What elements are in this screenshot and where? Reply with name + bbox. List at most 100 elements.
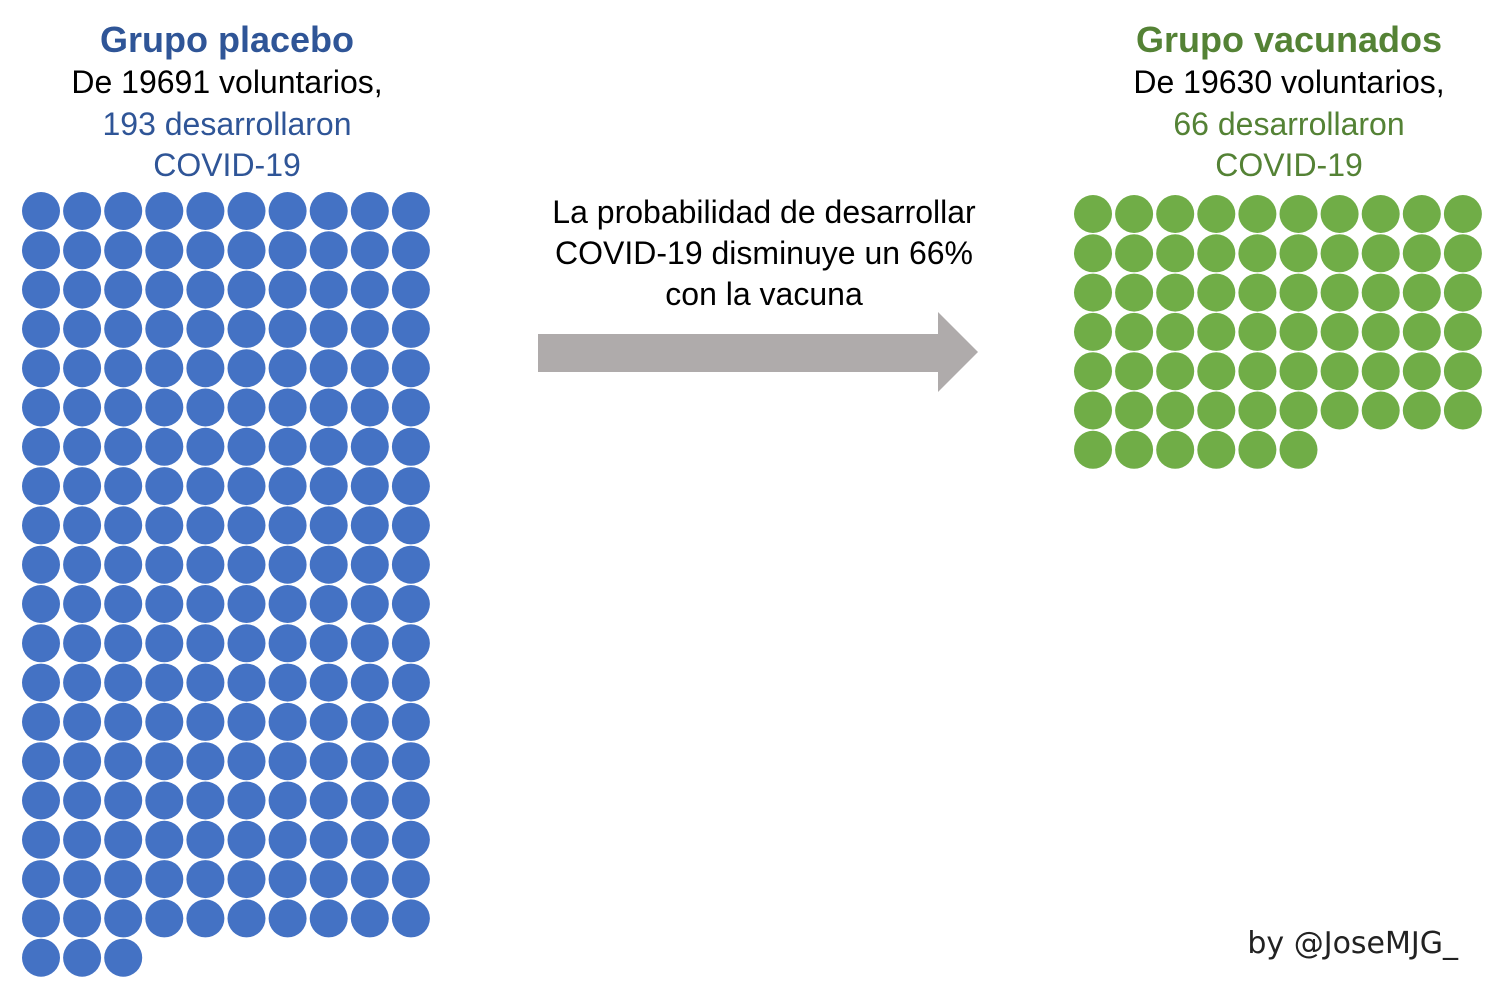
waffle-dot — [22, 231, 60, 270]
vaccinated-group-title: Grupo vacunados — [1135, 19, 1443, 60]
waffle-dot — [391, 192, 430, 230]
waffle-dot — [63, 624, 102, 663]
waffle-dot — [227, 585, 266, 623]
efficacy-message-line: La probabilidad de desarrollar — [552, 194, 976, 230]
waffle-dot — [63, 820, 102, 859]
waffle-dot — [391, 467, 430, 506]
waffle-dot — [104, 349, 143, 388]
placebo-waffle-chart — [22, 192, 430, 977]
waffle-dot — [63, 427, 102, 466]
waffle-dot — [1238, 312, 1277, 351]
waffle-dot — [227, 742, 266, 781]
waffle-dot — [63, 781, 102, 820]
waffle-dot — [309, 309, 348, 348]
waffle-dot — [22, 388, 60, 427]
waffle-dot — [1402, 312, 1441, 351]
waffle-dot — [1197, 234, 1236, 273]
waffle-dot — [227, 663, 266, 702]
waffle-dot — [22, 467, 60, 506]
waffle-dot — [22, 192, 60, 230]
waffle-dot — [1197, 273, 1236, 312]
waffle-dot — [22, 781, 60, 820]
waffle-dot — [1156, 352, 1195, 391]
waffle-dot — [63, 349, 102, 388]
waffle-dot — [22, 309, 60, 348]
waffle-dot — [1238, 352, 1277, 391]
waffle-dot — [186, 231, 225, 270]
waffle-dot — [227, 270, 266, 309]
waffle-dot — [1238, 391, 1277, 430]
waffle-dot — [104, 702, 143, 741]
waffle-dot — [1443, 352, 1482, 391]
waffle-dot — [391, 545, 430, 584]
waffle-dot — [391, 663, 430, 702]
waffle-dot — [1074, 312, 1112, 351]
waffle-dot — [227, 860, 266, 899]
waffle-dot — [268, 860, 307, 899]
waffle-dot — [63, 192, 102, 230]
waffle-dot — [350, 506, 389, 545]
waffle-dot — [1156, 430, 1195, 469]
waffle-dot — [63, 742, 102, 781]
waffle-dot — [104, 192, 143, 230]
waffle-dot — [145, 467, 184, 506]
waffle-dot — [1279, 430, 1318, 469]
waffle-dot — [350, 742, 389, 781]
waffle-dot — [1443, 273, 1482, 312]
placebo-disease-text: COVID-19 — [153, 147, 301, 183]
waffle-dot — [186, 427, 225, 466]
waffle-dot — [309, 781, 348, 820]
vaccinated-waffle-chart — [1074, 195, 1482, 469]
waffle-dot — [1115, 430, 1154, 469]
waffle-dot — [22, 899, 60, 938]
waffle-dot — [309, 663, 348, 702]
waffle-dot — [22, 820, 60, 859]
waffle-dot — [186, 860, 225, 899]
waffle-dot — [1074, 273, 1112, 312]
waffle-dot — [227, 349, 266, 388]
waffle-dot — [1238, 273, 1277, 312]
waffle-dot — [104, 820, 143, 859]
waffle-dot — [268, 624, 307, 663]
waffle-dot — [350, 309, 389, 348]
waffle-dot — [63, 860, 102, 899]
waffle-dot — [145, 820, 184, 859]
waffle-dot — [391, 231, 430, 270]
waffle-dot — [63, 702, 102, 741]
waffle-dot — [1238, 195, 1277, 233]
waffle-dot — [63, 899, 102, 938]
placebo-cases-text: 193 desarrollaron — [102, 106, 352, 142]
waffle-dot — [1197, 430, 1236, 469]
waffle-dot — [186, 192, 225, 230]
waffle-dot — [104, 545, 143, 584]
waffle-dot — [63, 231, 102, 270]
waffle-dot — [186, 585, 225, 623]
waffle-dot — [22, 545, 60, 584]
waffle-dot — [309, 388, 348, 427]
waffle-dot — [350, 427, 389, 466]
waffle-dot — [391, 742, 430, 781]
waffle-dot — [104, 899, 143, 938]
waffle-dot — [227, 781, 266, 820]
waffle-dot — [22, 624, 60, 663]
waffle-dot — [1361, 195, 1400, 233]
waffle-dot — [1156, 312, 1195, 351]
waffle-dot — [186, 309, 225, 348]
waffle-dot — [145, 624, 184, 663]
waffle-dot — [268, 899, 307, 938]
efficacy-message: La probabilidad de desarrollar COVID-19 … — [500, 192, 1028, 315]
waffle-dot — [309, 270, 348, 309]
waffle-dot — [186, 702, 225, 741]
waffle-dot — [1115, 195, 1154, 233]
waffle-dot — [104, 624, 143, 663]
waffle-dot — [186, 742, 225, 781]
waffle-dot — [1238, 234, 1277, 273]
efficacy-message-line: con la vacuna — [665, 276, 863, 312]
waffle-dot — [268, 820, 307, 859]
waffle-dot — [309, 467, 348, 506]
waffle-dot — [1361, 352, 1400, 391]
waffle-dot — [1361, 273, 1400, 312]
waffle-dot — [104, 427, 143, 466]
waffle-dot — [350, 860, 389, 899]
waffle-dot — [309, 899, 348, 938]
